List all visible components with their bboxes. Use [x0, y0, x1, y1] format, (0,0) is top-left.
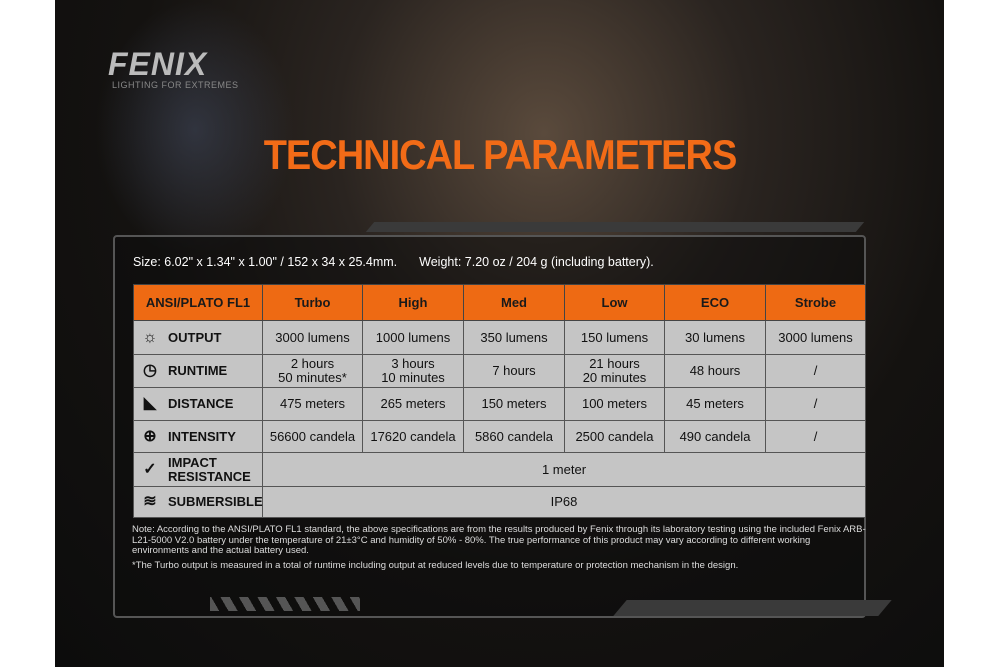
table-cell: 48 hours [664, 354, 766, 388]
fenix-logo: FENIX [108, 46, 208, 82]
table-cell: 7 hours [463, 354, 565, 388]
table-cell: 475 meters [262, 387, 363, 421]
brand-block: FENIX LIGHTING FOR EXTREMES [108, 48, 239, 91]
spec-table: ANSI/PLATO FL1 Turbo High Med Low ECO Strobe ☼… [133, 284, 866, 518]
light-burst-icon: ☼ [142, 328, 158, 346]
impact-icon: ✓ [143, 460, 157, 478]
table-cell: IP68 [262, 486, 866, 518]
table-cell: 3000 lumens [765, 320, 866, 355]
size-spec: Size: 6.02" x 1.34" x 1.00" / 152 x 34 x… [133, 255, 398, 269]
table-row: ◷ RUNTIME 2 hours 50 minutes* 3 hours 10 mi… [133, 354, 866, 388]
note-text: Note: According to the ANSI/PLATO FL1 st… [132, 524, 866, 556]
clock-icon: ◷ [143, 362, 157, 380]
table-cell: 150 meters [463, 387, 565, 421]
table-cell: 2500 candela [564, 420, 665, 453]
table-cell: 265 meters [362, 387, 464, 421]
column-header: High [362, 284, 464, 321]
column-header: Med [463, 284, 565, 321]
beam-distance-icon: ◣ [143, 395, 157, 413]
table-cell: 3000 lumens [262, 320, 363, 355]
row-label: ◣ DISTANCE [133, 387, 263, 421]
table-cell: 3 hours 10 minutes [362, 354, 464, 388]
table-cell: 5860 candela [463, 420, 565, 453]
frame-decoration [613, 600, 892, 616]
column-header: Strobe [765, 284, 866, 321]
column-header: ECO [664, 284, 766, 321]
page-title: TECHNICAL PARAMETERS [263, 132, 738, 180]
row-label-text: SUBMERSIBLE [168, 494, 263, 510]
table-cell: 1 meter [262, 452, 866, 487]
row-label-text: INTENSITY [168, 428, 236, 444]
column-header: Low [564, 284, 665, 321]
table-row: ✓ IMPACT RESISTANCE 1 meter [133, 452, 866, 487]
table-row: ◣ DISTANCE 475 meters 265 meters 150 meters 1… [133, 387, 866, 421]
frame-decoration [365, 222, 865, 232]
table-cell: 45 meters [664, 387, 766, 421]
notes: Note: According to the ANSI/PLATO FL1 st… [132, 524, 867, 571]
row-label: ☼ OUTPUT [133, 320, 263, 355]
weight-spec: Weight: 7.20 oz / 204 g (including batte… [419, 255, 654, 269]
footnote-text: *The Turbo output is measured in a total… [132, 559, 739, 571]
table-cell: 350 lumens [463, 320, 565, 355]
logo-tagline: LIGHTING FOR EXTREMES [112, 80, 239, 90]
column-header: Turbo [262, 284, 363, 321]
row-label-text: IMPACT RESISTANCE [168, 454, 251, 484]
row-label: ◷ RUNTIME [133, 354, 263, 388]
water-icon: ≋ [143, 493, 157, 511]
table-cell: 2 hours 50 minutes* [262, 354, 363, 388]
row-label: ≋ SUBMERSIBLE [133, 486, 263, 518]
table-cell: 30 lumens [664, 320, 766, 355]
table-cell: 490 candela [664, 420, 766, 453]
row-label-text: RUNTIME [168, 363, 228, 379]
stripe-decoration [210, 597, 360, 611]
column-header: ANSI/PLATO FL1 [133, 284, 263, 321]
row-label: ⊕ INTENSITY [133, 420, 263, 453]
table-cell: / [765, 420, 866, 453]
target-icon: ⊕ [143, 427, 157, 445]
table-row: ☼ OUTPUT 3000 lumens 1000 lumens 350 lumens 1… [133, 320, 866, 355]
row-label-text: OUTPUT [168, 329, 222, 345]
table-cell: 100 meters [564, 387, 665, 421]
table-cell: 150 lumens [564, 320, 665, 355]
table-row: ≋ SUBMERSIBLE IP68 [133, 486, 866, 518]
table-cell: 21 hours 20 minutes [564, 354, 665, 388]
table-cell: / [765, 387, 866, 421]
table-row: ⊕ INTENSITY 56600 candela 17620 candela 5860… [133, 420, 866, 453]
row-label: ✓ IMPACT RESISTANCE [133, 452, 263, 487]
table-cell: / [765, 354, 866, 388]
row-label-text: DISTANCE [168, 396, 234, 412]
table-cell: 56600 candela [262, 420, 363, 453]
table-cell: 17620 candela [362, 420, 464, 453]
table-cell: 1000 lumens [362, 320, 464, 355]
specs-row: Size: 6.02" x 1.34" x 1.00" / 152 x 34 x… [133, 255, 865, 270]
